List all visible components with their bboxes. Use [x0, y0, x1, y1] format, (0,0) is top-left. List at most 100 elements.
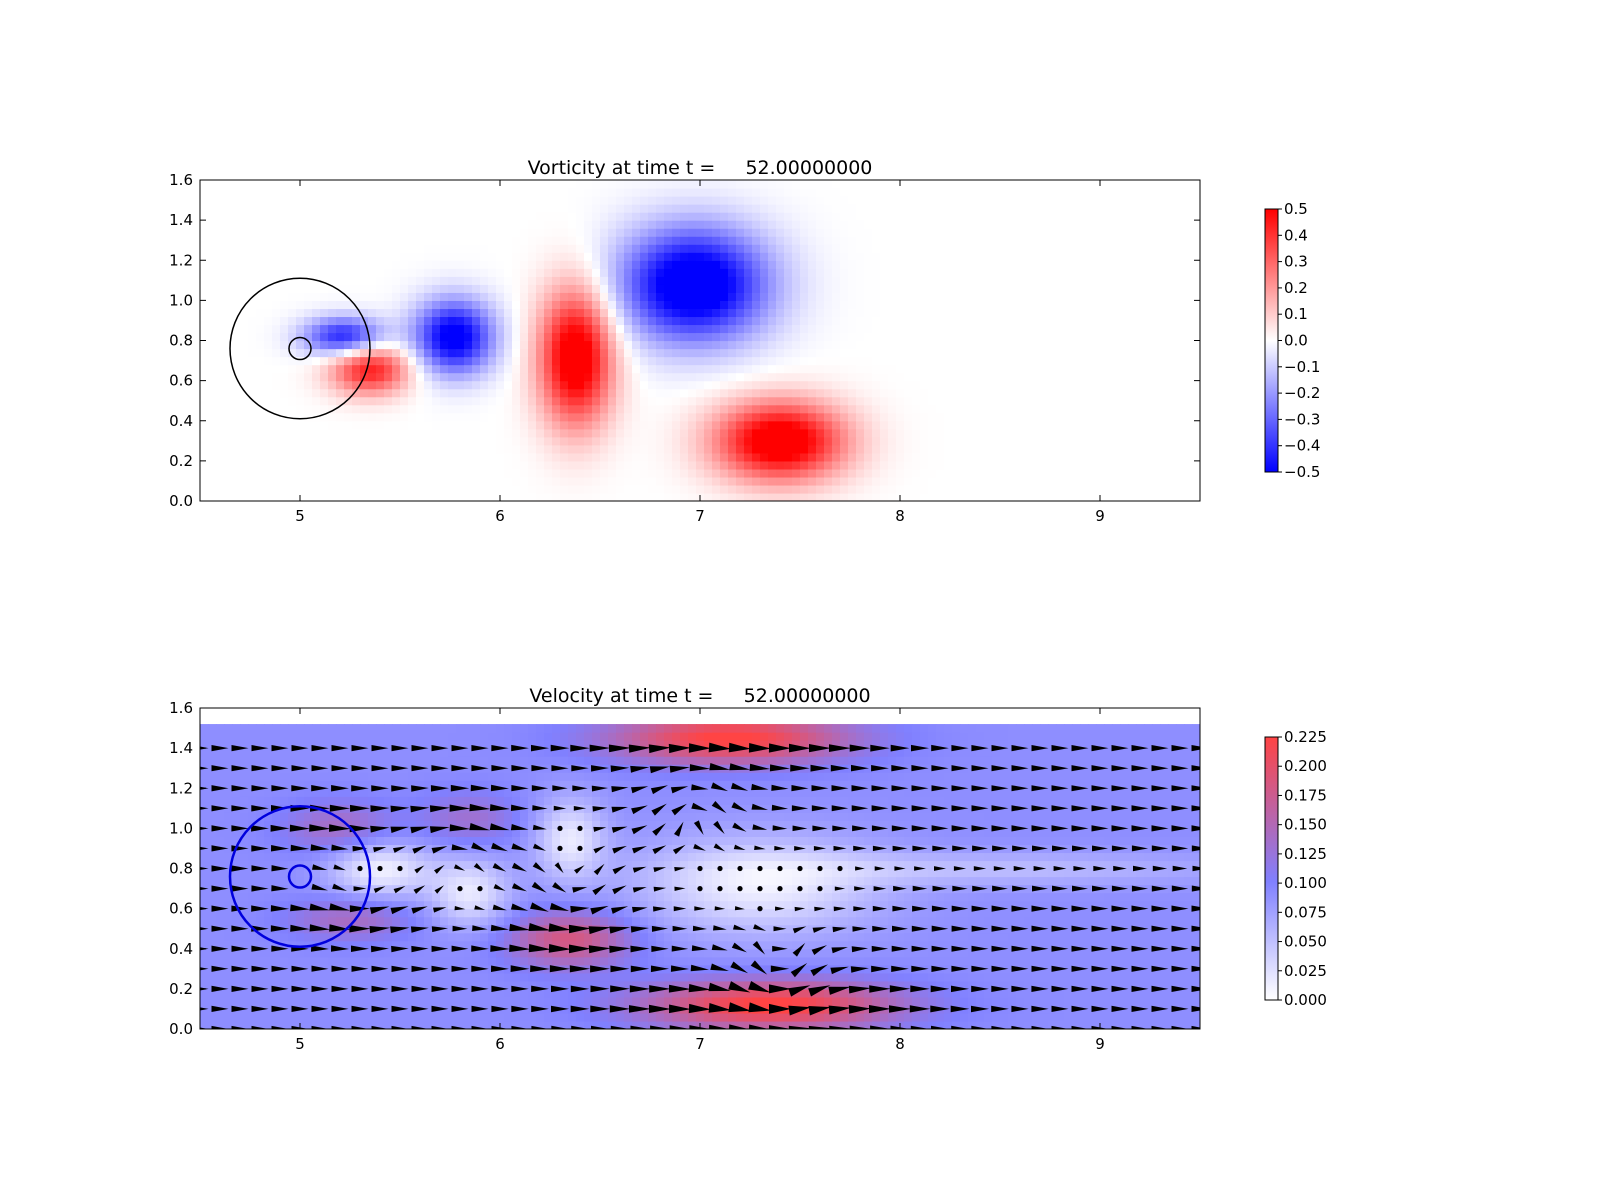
- field-cell: [1136, 348, 1145, 358]
- field-cell: [696, 444, 705, 454]
- field-cell: [392, 372, 401, 382]
- field-cell: [280, 212, 289, 221]
- field-cell: [952, 244, 961, 253]
- field-cell: [616, 476, 625, 486]
- field-cell: [984, 476, 993, 486]
- field-cell: [1112, 468, 1121, 478]
- field-cell: [1184, 292, 1193, 301]
- field-cell: [560, 468, 569, 478]
- field-cell: [272, 300, 281, 309]
- field-cell: [752, 412, 761, 422]
- field-cell: [568, 228, 577, 237]
- field-cell: [1000, 452, 1009, 462]
- field-cell: [248, 260, 257, 269]
- field-cell: [984, 236, 993, 245]
- field-cell: [320, 428, 329, 438]
- field-cell: [648, 236, 657, 245]
- field-cell: [1024, 492, 1033, 501]
- field-cell: [1008, 420, 1017, 430]
- field-cell: [352, 284, 361, 293]
- field-cell: [760, 228, 769, 237]
- field-cell: [512, 188, 521, 197]
- field-cell: [992, 492, 1001, 501]
- field-cell: [1152, 396, 1161, 406]
- field-cell: [1024, 268, 1033, 277]
- field-cell: [528, 420, 537, 430]
- field-cell: [784, 220, 793, 229]
- field-cell: [912, 404, 921, 414]
- field-cell: [512, 396, 521, 406]
- field-cell: [936, 196, 945, 205]
- field-cell: [752, 388, 761, 398]
- field-cell: [544, 364, 553, 374]
- field-cell: [536, 212, 545, 221]
- field-cell: [1168, 308, 1177, 318]
- field-cell: [824, 316, 833, 326]
- field-cell: [1144, 404, 1153, 414]
- field-cell: [728, 364, 737, 374]
- field-cell: [584, 348, 593, 358]
- field-cell: [304, 340, 313, 350]
- field-cell: [544, 300, 553, 309]
- field-cell: [656, 436, 665, 446]
- field-cell: [912, 332, 921, 342]
- field-cell: [760, 292, 769, 301]
- field-cell: [1024, 292, 1033, 301]
- field-cell: [648, 460, 657, 470]
- field-cell: [672, 396, 681, 406]
- field-cell: [1072, 180, 1081, 189]
- field-cell: [1016, 188, 1025, 197]
- field-cell: [1056, 212, 1065, 221]
- field-cell: [216, 444, 225, 454]
- field-cell: [288, 268, 297, 277]
- field-cell: [528, 484, 537, 494]
- field-cell: [952, 292, 961, 301]
- field-cell: [448, 212, 457, 221]
- field-cell: [488, 196, 497, 205]
- field-cell: [864, 356, 873, 366]
- field-cell: [352, 220, 361, 229]
- field-cell: [504, 492, 513, 501]
- field-cell: [1168, 396, 1177, 406]
- field-cell: [568, 244, 577, 253]
- field-cell: [568, 316, 577, 326]
- field-cell: [496, 340, 505, 350]
- field-cell: [712, 204, 721, 213]
- field-cell: [1080, 396, 1089, 406]
- field-cell: [536, 244, 545, 253]
- field-cell: [312, 436, 321, 446]
- field-cell: [696, 212, 705, 221]
- field-cell: [528, 228, 537, 237]
- field-cell: [952, 260, 961, 269]
- field-cell: [248, 180, 257, 189]
- field-cell: [800, 180, 809, 189]
- field-cell: [760, 188, 769, 197]
- field-cell: [632, 236, 641, 245]
- field-cell: [1168, 428, 1177, 438]
- field-cell: [1080, 388, 1089, 398]
- field-cell: [944, 492, 953, 501]
- field-cell: [480, 380, 489, 390]
- field-cell: [288, 244, 297, 253]
- field-cell: [488, 444, 497, 454]
- field-cell: [1112, 452, 1121, 462]
- field-cell: [1168, 268, 1177, 277]
- field-cell: [256, 220, 265, 229]
- field-cell: [1192, 388, 1200, 398]
- field-cell: [624, 212, 633, 221]
- field-cell: [296, 252, 305, 261]
- field-cell: [1080, 332, 1089, 342]
- field-cell: [1056, 452, 1065, 462]
- field-cell: [416, 292, 425, 301]
- field-cell: [1128, 460, 1137, 470]
- field-cell: [656, 468, 665, 478]
- field-cell: [256, 396, 265, 406]
- field-cell: [264, 180, 273, 189]
- field-cell: [456, 452, 465, 462]
- field-cell: [904, 260, 913, 269]
- field-cell: [792, 412, 801, 422]
- field-cell: [776, 260, 785, 269]
- field-cell: [520, 196, 529, 205]
- field-cell: [352, 380, 361, 390]
- field-cell: [600, 372, 609, 382]
